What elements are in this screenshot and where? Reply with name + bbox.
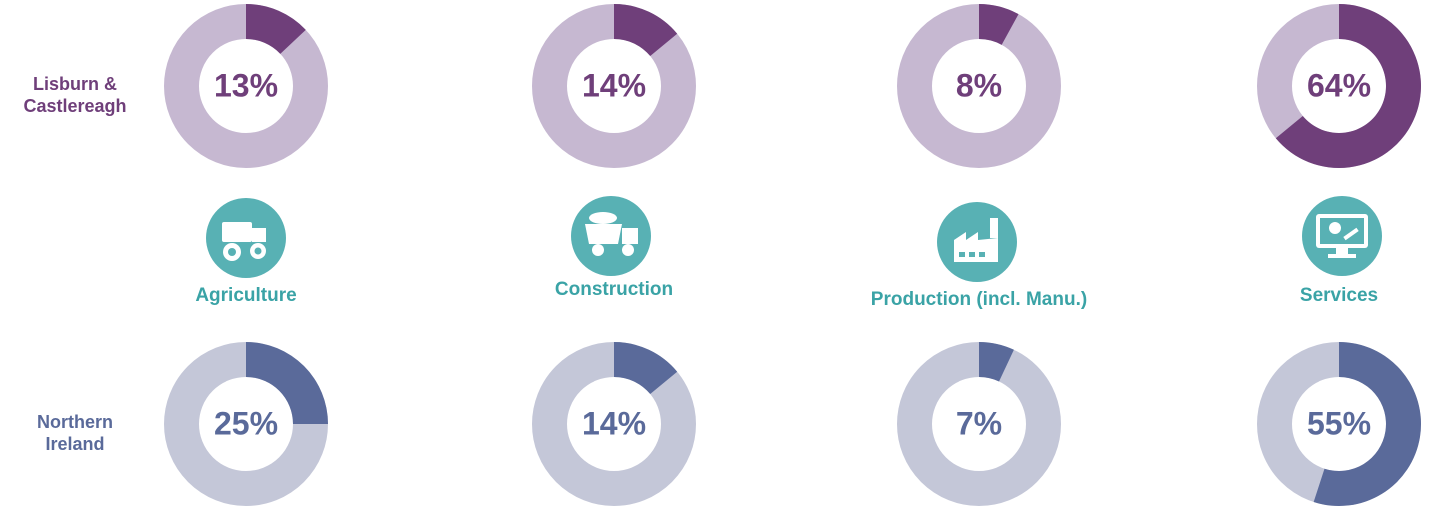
- sector-label: Production (incl. Manu.): [871, 289, 1087, 310]
- value-label: 7%: [956, 405, 1002, 441]
- sector-label: Construction: [555, 279, 673, 300]
- donut-segment: [246, 4, 306, 54]
- value-label: 25%: [214, 405, 278, 441]
- value-label: 55%: [1307, 405, 1371, 441]
- tractor-icon: [206, 198, 286, 278]
- value-label: 14%: [582, 67, 646, 103]
- value-label: 64%: [1307, 67, 1371, 103]
- donut-segment: [979, 342, 1014, 382]
- value-label: 14%: [582, 405, 646, 441]
- donut-segment: [979, 4, 1019, 45]
- row-label: Lisburn & Castlereagh: [23, 74, 126, 116]
- row-label: Northern Ireland: [37, 412, 113, 454]
- donut-segment: [1313, 342, 1421, 506]
- icons: [206, 196, 1382, 282]
- donut-segment: [246, 342, 328, 424]
- donut-segment: [1275, 4, 1421, 168]
- donut-segment: [614, 342, 678, 395]
- truck-icon: [571, 196, 651, 276]
- sector-label: Services: [1300, 285, 1378, 306]
- services-icon: [1302, 196, 1382, 276]
- value-label: 8%: [956, 67, 1002, 103]
- sector-label: Agriculture: [195, 285, 296, 306]
- value-label: 13%: [214, 67, 278, 103]
- donut-segment: [614, 4, 678, 57]
- factory-icon: [937, 202, 1017, 282]
